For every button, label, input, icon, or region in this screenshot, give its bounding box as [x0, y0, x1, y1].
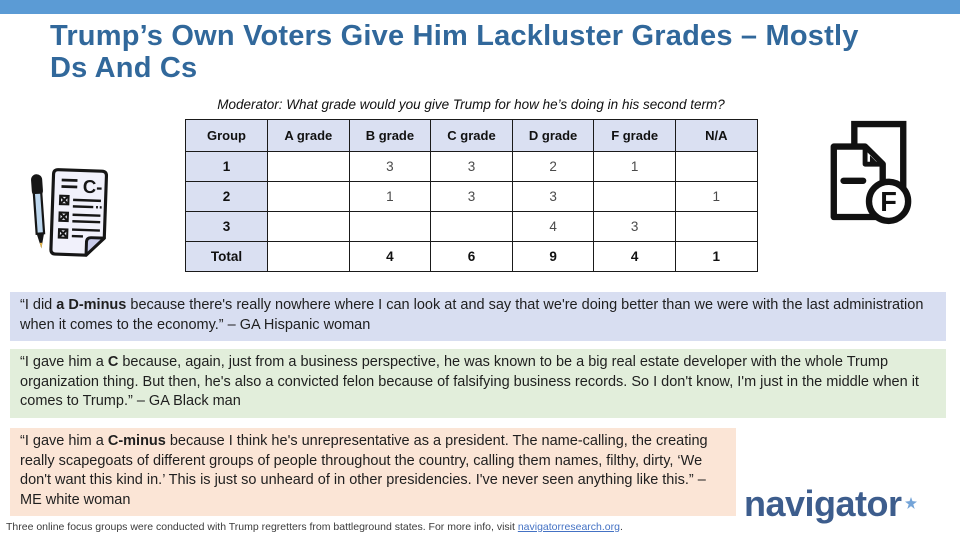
- quote-box: “I gave him a C-minus because I think he…: [10, 428, 736, 516]
- column-header: C grade: [430, 119, 513, 152]
- quote-grade-emphasis: C-minus: [107, 433, 166, 449]
- table-cell: 9: [511, 241, 595, 272]
- navigator-logo: navigator: [744, 476, 917, 525]
- footer-link[interactable]: navigatorresearch.org: [517, 521, 620, 533]
- footer-note: Three online focus groups were conducted…: [6, 521, 623, 533]
- svg-text:C-: C-: [82, 176, 102, 198]
- table-cell: [267, 151, 350, 182]
- graded-paper-with-pen-svg: C-: [31, 168, 109, 257]
- page-title-line1: Trump’s Own Voters Give Him Lackluster G…: [50, 20, 859, 52]
- table-cell: 2: [511, 151, 595, 182]
- quote-box: “I gave him a C because, again, just fro…: [10, 349, 946, 418]
- table-cell: 3: [430, 151, 513, 182]
- star-icon: [904, 476, 917, 518]
- quote-text: because there's really nowhere where I c…: [20, 297, 924, 333]
- column-header: B grade: [348, 119, 432, 152]
- table-cell: 4: [593, 241, 676, 272]
- column-header: A grade: [267, 119, 350, 152]
- row-label: 2: [185, 181, 268, 212]
- table-cell: 3: [593, 211, 676, 242]
- table-cell: [674, 151, 758, 182]
- quote-box: “I did a D-minus because there's really …: [10, 292, 946, 341]
- grades-table: Group A grade B grade C grade D grade F grade…: [185, 119, 758, 272]
- table-cell: 1: [674, 241, 758, 272]
- grade-table-body: 1 3 3 2 1 2 1 3 3 1 3 4 3 Total 4 6 9 4 1: [185, 151, 758, 272]
- table-cell: [267, 241, 350, 272]
- table-cell: 1: [593, 151, 676, 182]
- table-row: Total 4 6 9 4 1: [185, 241, 758, 272]
- table-cell: 3: [511, 181, 595, 212]
- table-cell: [348, 211, 432, 242]
- footer-text-after: .: [619, 521, 623, 533]
- footer-text: Three online focus groups were conducted…: [6, 521, 518, 533]
- table-cell: 1: [348, 181, 432, 212]
- row-label: 3: [185, 211, 268, 242]
- quote-grade-emphasis: C: [107, 354, 119, 370]
- table-cell: [593, 181, 676, 212]
- row-label: Total: [185, 241, 268, 272]
- quote-text: because, again, just from a business per…: [20, 354, 919, 409]
- table-cell: 6: [430, 241, 513, 272]
- column-header: Group: [185, 119, 268, 152]
- grades-table-container: Group A grade B grade C grade D grade F grade…: [185, 119, 758, 272]
- column-header: F grade: [593, 119, 676, 152]
- table-cell: 1: [674, 181, 758, 212]
- table-cell: 4: [511, 211, 595, 242]
- graded-paper-with-pen-icon: C-: [14, 163, 118, 267]
- row-label: 1: [185, 151, 268, 182]
- quote-text: “I did: [20, 297, 57, 313]
- table-cell: 3: [430, 181, 513, 212]
- table-cell: [430, 211, 513, 242]
- moderator-question: Moderator: What grade would you give Tru…: [217, 97, 725, 112]
- grade-table-header-row: Group A grade B grade C grade D grade F grade…: [185, 119, 758, 152]
- quote-text: “I gave him a: [20, 433, 108, 449]
- failing-document-svg: F: [830, 120, 912, 225]
- svg-text:F: F: [880, 186, 897, 217]
- table-cell: 4: [348, 241, 432, 272]
- top-accent-bar: [0, 0, 960, 14]
- table-cell: [267, 211, 350, 242]
- page-title-line2: Ds And Cs: [50, 52, 198, 85]
- navigator-logo-text: navigator: [744, 483, 902, 524]
- quote-grade-emphasis: a D-minus: [56, 297, 127, 313]
- table-cell: [267, 181, 350, 212]
- quote-text: “I gave him a: [20, 354, 108, 370]
- column-header: N/A: [674, 119, 758, 152]
- quote-text: because I think he's unrepresentative as…: [20, 433, 708, 508]
- table-cell: 3: [348, 151, 432, 182]
- table-cell: [674, 211, 758, 242]
- column-header: D grade: [511, 119, 595, 152]
- failing-document-icon: F: [824, 118, 914, 226]
- page-title: Trump’s Own Voters Give Him Lackluster G…: [50, 20, 930, 85]
